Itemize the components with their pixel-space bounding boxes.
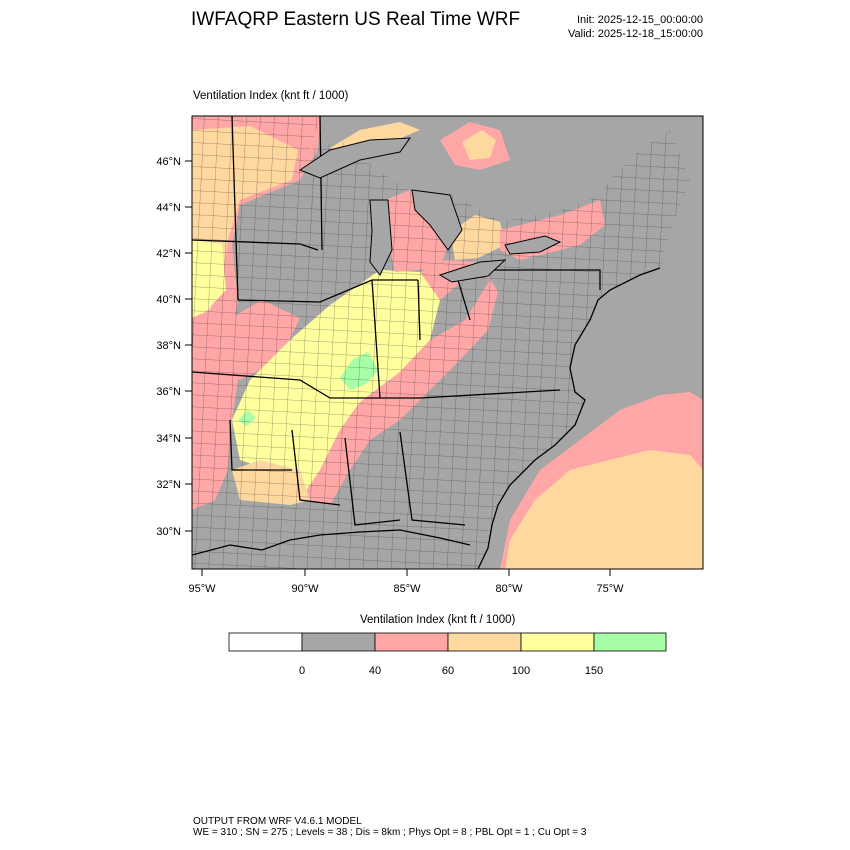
footer-line-2: WE = 310 ; SN = 275 ; Levels = 38 ; Dis … <box>193 827 587 838</box>
lon-axis <box>201 569 611 576</box>
legend-swatch <box>301 632 376 652</box>
legend-swatch <box>593 632 667 652</box>
coastline <box>477 267 661 569</box>
lat-tick-label: 30°N <box>156 526 181 538</box>
lat-tick-labels: 46°N 44°N 42°N 40°N 38°N 36°N 34°N 32°N … <box>156 156 181 538</box>
lat-tick-label: 46°N <box>156 156 181 168</box>
model-footer: OUTPUT FROM WRF V4.6.1 MODEL WE = 310 ; … <box>193 816 586 838</box>
lon-tick-label: 90°W <box>291 583 319 595</box>
gulf-coast <box>192 529 471 556</box>
footer-line-1: OUTPUT FROM WRF V4.6.1 MODEL <box>193 816 362 827</box>
legend-threshold: 60 <box>442 665 454 677</box>
legend-swatch <box>447 632 522 652</box>
map-area <box>192 116 703 569</box>
lon-tick-label: 75°W <box>596 583 624 595</box>
lat-tick-label: 38°N <box>156 340 181 352</box>
legend-swatch <box>374 632 449 652</box>
lat-tick-label: 42°N <box>156 248 181 260</box>
lat-tick-label: 34°N <box>156 433 181 445</box>
lake-huron <box>411 189 463 251</box>
lat-tick-label: 40°N <box>156 294 181 306</box>
legend-threshold-labels: 0 40 60 100 150 <box>299 665 603 677</box>
legend-threshold: 150 <box>585 665 603 677</box>
lake-erie <box>438 259 507 283</box>
legend-threshold: 0 <box>299 665 305 677</box>
lat-tick-label: 36°N <box>156 386 181 398</box>
county-lines <box>192 116 690 569</box>
map-title: IWFAQRP Eastern US Real Time WRF <box>191 9 521 30</box>
legend-colorbar <box>228 632 667 652</box>
atlantic-orange-zone <box>505 450 703 569</box>
quebec-orange-zone <box>462 130 496 160</box>
lon-tick-label: 80°W <box>495 583 523 595</box>
legend-title: Ventilation Index (knt ft / 1000) <box>360 614 516 626</box>
lon-tick-label: 85°W <box>393 583 421 595</box>
legend-swatch <box>520 632 595 652</box>
lat-axis <box>185 160 192 532</box>
lon-tick-label: 95°W <box>188 583 216 595</box>
lat-tick-label: 32°N <box>156 479 181 491</box>
time-info: Init: 2025-12-15_00:00:00 Valid: 2025-12… <box>568 13 703 41</box>
lon-tick-labels: 95°W 90°W 85°W 80°W 75°W <box>188 583 624 595</box>
lake-michigan <box>369 199 393 276</box>
lat-tick-label: 44°N <box>156 202 181 214</box>
legend-threshold: 40 <box>369 665 381 677</box>
init-time: Init: 2025-12-15_00:00:00 <box>577 14 703 26</box>
valid-time: Valid: 2025-12-18_15:00:00 <box>568 28 703 40</box>
lake-superior <box>298 137 412 179</box>
map-frame <box>191 115 704 570</box>
plot-label: Ventilation Index (knt ft / 1000) <box>193 90 349 102</box>
lake-ontario <box>504 235 562 255</box>
legend-swatch <box>228 632 303 652</box>
legend-threshold: 100 <box>512 665 530 677</box>
great-lakes <box>298 137 562 283</box>
